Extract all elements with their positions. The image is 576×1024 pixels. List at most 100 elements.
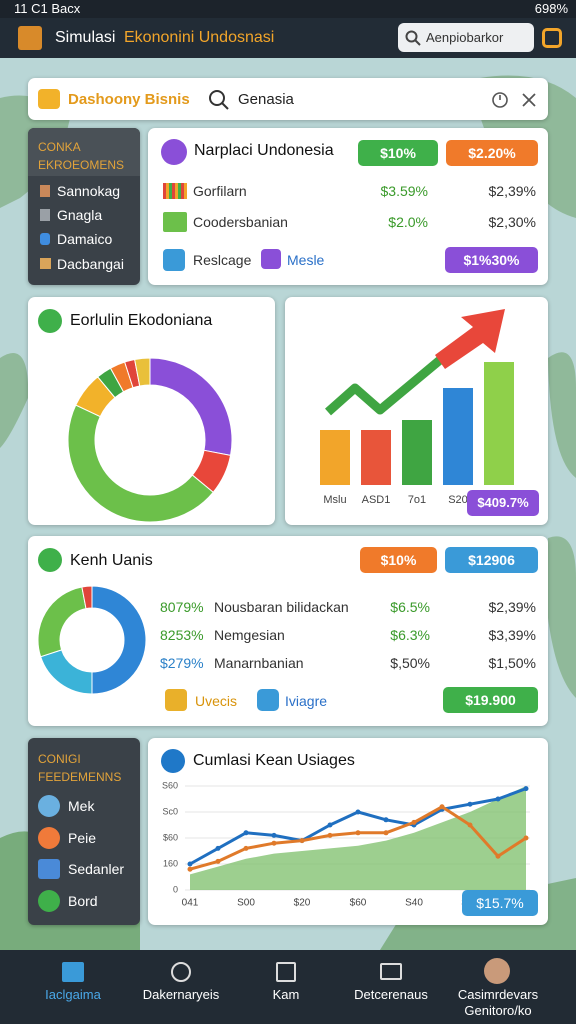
- summary-button[interactable]: Reslcage: [193, 252, 252, 268]
- trend-line: [325, 356, 443, 416]
- app-bar: Simulasi Ekononini Undosnasi Aenpiobarko…: [0, 18, 576, 58]
- y-tick-label: 160: [163, 858, 178, 868]
- bar: [484, 362, 514, 485]
- point: [383, 830, 389, 836]
- channel-button[interactable]: Iviagre: [285, 693, 328, 709]
- row-value: $6.3%: [390, 627, 430, 643]
- bar: [361, 430, 391, 485]
- nav-item[interactable]: Iaclgaima: [45, 987, 101, 1002]
- menu-item[interactable]: Bord: [68, 893, 98, 909]
- button-icon: [261, 249, 281, 269]
- menu-icon: [40, 185, 50, 197]
- side-menu: CONKA EKROEOMENS Sannokag Gnagla Damaico…: [28, 128, 140, 285]
- bar: [402, 420, 432, 485]
- search-box[interactable]: Aenpiobarkor: [398, 23, 534, 52]
- usage-icon: [161, 749, 185, 773]
- menu-icon: [40, 233, 50, 245]
- y-tick-label: $60: [163, 832, 178, 842]
- check-icon: [38, 548, 62, 572]
- donut-segment: [91, 585, 147, 695]
- point: [271, 840, 277, 846]
- bar: [320, 430, 350, 485]
- menu-icon: [38, 827, 60, 849]
- menu-item[interactable]: Sannokag: [57, 183, 121, 199]
- x-tick-label: S40: [405, 898, 423, 909]
- point: [495, 853, 501, 859]
- menu-item[interactable]: Dacbangai: [57, 256, 124, 272]
- point: [411, 819, 417, 825]
- nav-item[interactable]: Dakernaryeis: [142, 987, 220, 1002]
- row-percent: 8253%: [160, 627, 204, 643]
- row-label: Nousbaran bilidackan: [214, 599, 349, 615]
- row-value: $2,39%: [488, 183, 536, 199]
- app-title: Simulasi: [55, 29, 116, 46]
- row-value: $1,50%: [488, 655, 536, 671]
- x-tick-label: S20: [448, 494, 468, 506]
- menu-item[interactable]: Sedanler: [68, 861, 125, 877]
- status-bar: 11 C1 Bacx 698%: [0, 0, 576, 18]
- x-tick-label: $20: [294, 898, 311, 909]
- bar: [443, 388, 473, 485]
- area: [190, 786, 526, 890]
- menu-icon: [38, 795, 60, 817]
- point: [243, 830, 249, 836]
- row-percent: 8079%: [160, 599, 204, 615]
- donut-chart: [37, 585, 147, 695]
- side-menu-title: FEEDEMENNS: [38, 770, 122, 784]
- point: [495, 796, 501, 802]
- app-logo: [18, 26, 42, 50]
- x-tick-label: 7o1: [408, 494, 426, 506]
- x-tick-label: Mslu: [323, 494, 346, 506]
- nav-item[interactable]: Detcerenaus: [354, 987, 428, 1002]
- menu-icon: [38, 859, 60, 879]
- button-icon: [257, 689, 279, 711]
- nav-icon: [276, 962, 296, 982]
- search-icon: [405, 30, 421, 46]
- row-icon: [163, 183, 187, 199]
- nav-icon: [171, 962, 191, 982]
- nav-item[interactable]: Genitoro/ko: [464, 1003, 532, 1018]
- y-tick-label: 0: [173, 884, 178, 894]
- donut-segment: [134, 357, 151, 387]
- nav-icon: [62, 962, 84, 982]
- menu-item[interactable]: Peie: [68, 830, 97, 846]
- row-label: Manarnbanian: [214, 655, 304, 671]
- usage-card: Cumlasi Kean Usiages 0 160 $60 Sc0 S60 041 S00…: [148, 738, 548, 925]
- dashboard-icon: [38, 89, 60, 109]
- x-tick-label: $60: [350, 898, 367, 909]
- dashboard-search-icon[interactable]: [208, 89, 230, 111]
- menu-icon: [38, 890, 60, 912]
- status-battery: 698%: [534, 1, 568, 16]
- point: [187, 866, 193, 872]
- menu-item[interactable]: Mek: [68, 798, 95, 814]
- nav-icon: [380, 963, 402, 980]
- menu-item[interactable]: Gnagla: [57, 207, 103, 223]
- row-label: Nemgesian: [214, 627, 285, 643]
- menu-icon: [40, 258, 51, 269]
- point: [187, 861, 193, 867]
- dashboard-controls[interactable]: [490, 90, 540, 110]
- point: [243, 845, 249, 851]
- nav-avatar: [484, 958, 510, 984]
- channel-badge: $10%: [360, 547, 437, 573]
- point: [355, 830, 361, 836]
- menu-button[interactable]: [542, 28, 562, 48]
- channel-button[interactable]: Uvecis: [195, 693, 238, 709]
- row-percent: $279%: [160, 655, 204, 671]
- summary-icon: [161, 139, 187, 165]
- summary-badge: $1%30%: [445, 247, 538, 273]
- nav-item[interactable]: Kam: [272, 987, 300, 1002]
- summary-title: Narplaci Undonesia: [194, 142, 334, 159]
- bar-badge: $409.7%: [467, 490, 539, 516]
- row-label: Gorfilarn: [193, 183, 247, 199]
- channel-title: Kenh Uanis: [70, 552, 153, 569]
- row-value: $2.0%: [388, 214, 428, 230]
- point: [299, 838, 305, 844]
- summary-button[interactable]: Mesle: [287, 252, 325, 268]
- point: [215, 858, 221, 864]
- channel-badge: $12906: [445, 547, 538, 573]
- menu-item[interactable]: Damaico: [57, 231, 113, 247]
- dashboard-search: Genasia: [238, 91, 294, 108]
- channel-badge: $19.900: [443, 687, 538, 713]
- nav-item[interactable]: Casimrdevars: [457, 987, 539, 1002]
